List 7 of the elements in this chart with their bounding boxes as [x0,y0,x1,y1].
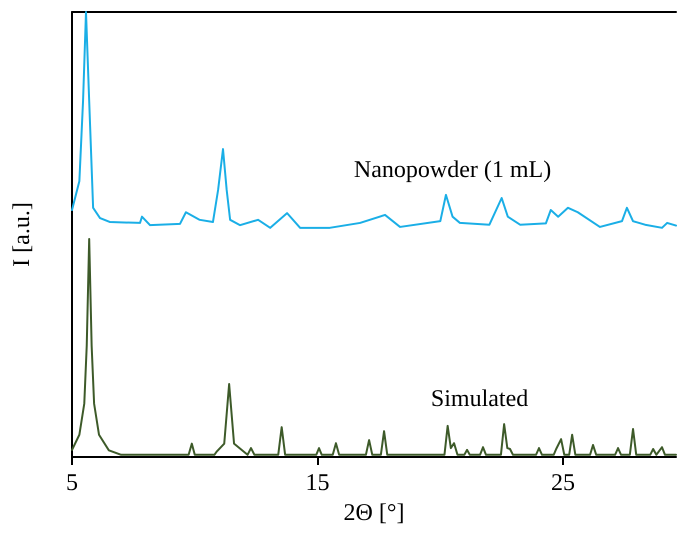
x-axis-title: 2Θ [°] [344,500,404,526]
y-axis-title: I [a.u.] [9,202,35,267]
x-tick-label: 25 [551,470,576,496]
series-label: Nanopowder (1 mL) [354,156,552,183]
series-label: Simulated [430,386,528,412]
x-tick-label: 5 [66,470,78,496]
x-tick-label: 15 [306,470,330,496]
